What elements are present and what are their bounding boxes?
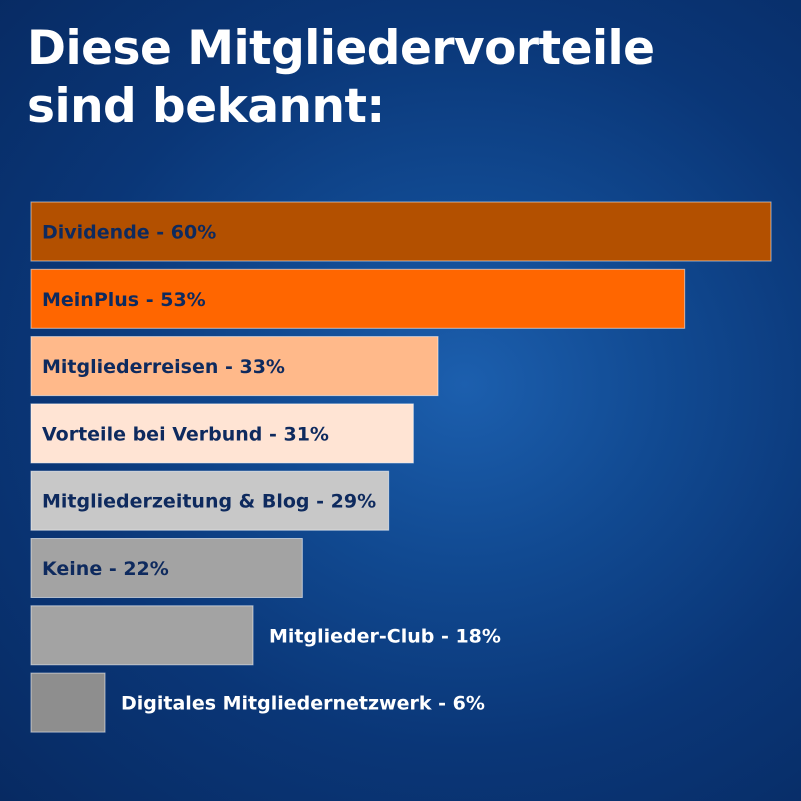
bar-label-1: MeinPlus - 53% (42, 289, 206, 311)
bar-group-2: Mitgliederreisen - 33% (30, 336, 439, 397)
bar-label-3: Vorteile bei Verbund - 31% (42, 423, 329, 445)
title-line-2: sind bekannt: (27, 79, 385, 134)
bar-2 (30, 336, 439, 397)
bar-4 (30, 470, 390, 531)
bar-3 (30, 403, 414, 464)
bar-group-1: MeinPlus - 53% (30, 268, 686, 329)
chart-title: Diese Mitgliedervorteile sind bekannt: (27, 20, 787, 136)
bar-label-4: Mitgliederzeitung & Blog - 29% (42, 491, 376, 513)
bar-group-4: Mitgliederzeitung & Blog - 29% (30, 470, 390, 531)
bar-group-0: Dividende - 60% (30, 201, 772, 262)
bar-1 (30, 268, 686, 329)
bar-group-5: Keine - 22% (30, 538, 303, 598)
bar-label-6: Mitglieder-Club - 18% (269, 625, 501, 647)
bar-label-0: Dividende - 60% (42, 222, 216, 244)
bar-6 (30, 605, 254, 666)
bar-label-7: Digitales Mitgliedernetzwerk - 6% (121, 693, 485, 715)
bar-label-5: Keine - 22% (42, 558, 169, 580)
bar-label-2: Mitgliederreisen - 33% (42, 356, 285, 378)
bar-group-6: Mitglieder-Club - 18% (30, 605, 501, 666)
title-line-1: Diese Mitgliedervorteile (27, 21, 655, 76)
bar-7 (30, 672, 106, 733)
bar-5 (30, 538, 303, 598)
bar-group-3: Vorteile bei Verbund - 31% (30, 403, 414, 464)
bar-0 (30, 201, 772, 262)
bar-group-7: Digitales Mitgliedernetzwerk - 6% (30, 672, 485, 733)
